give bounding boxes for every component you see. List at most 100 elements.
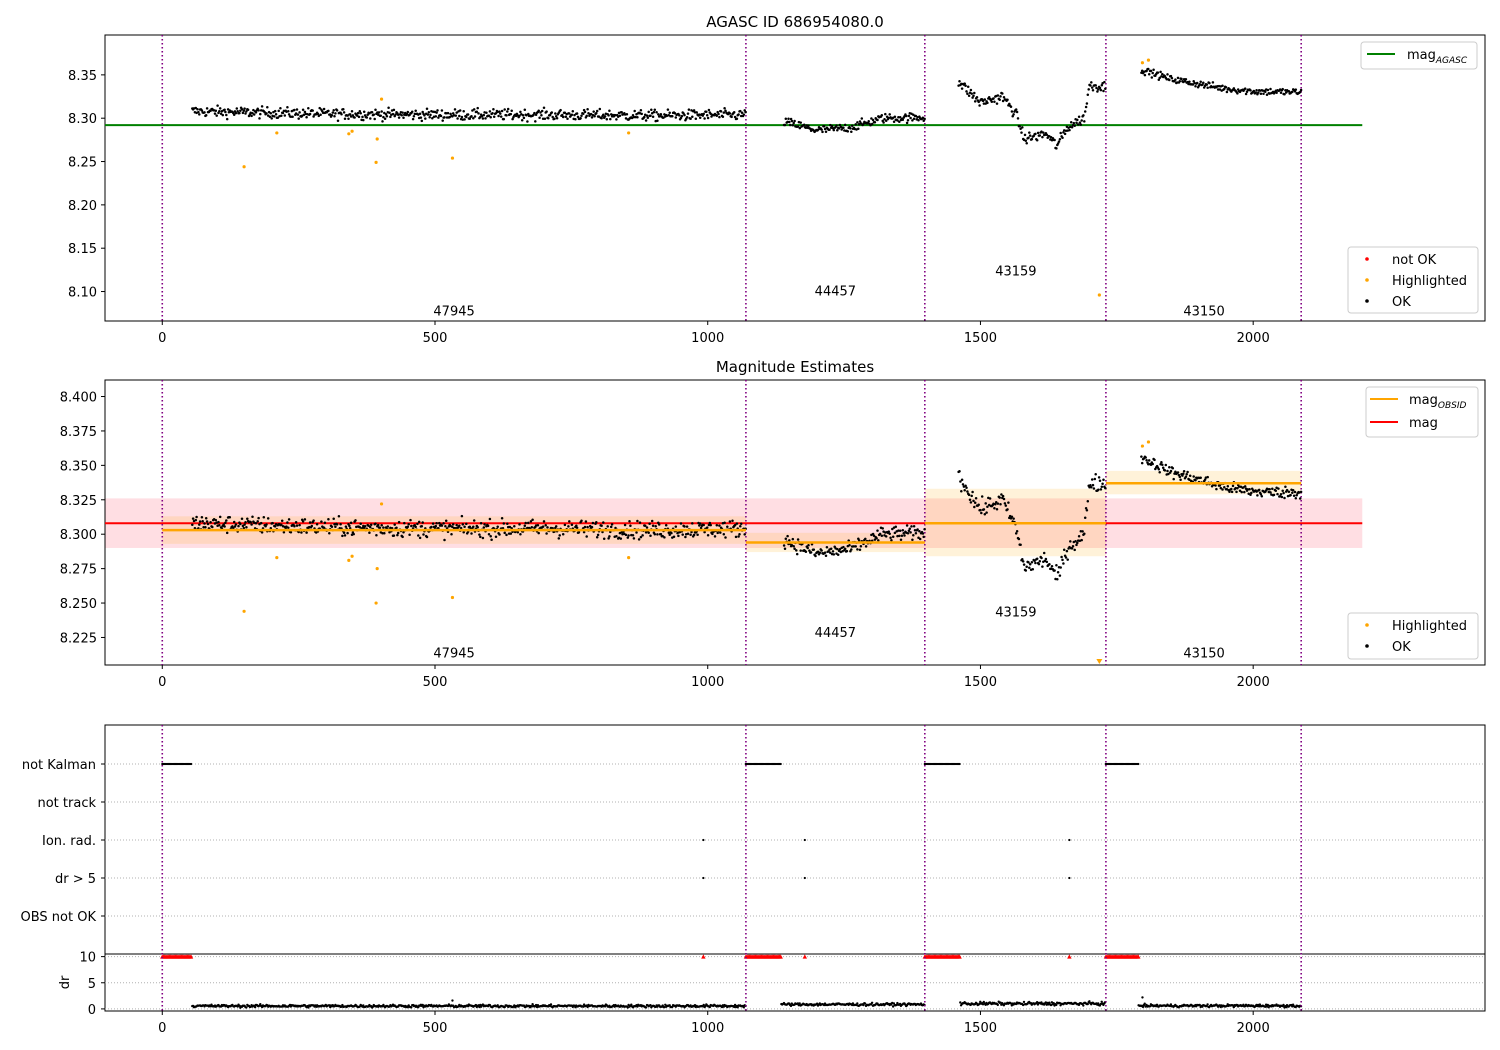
agasc-ok-point [583, 110, 587, 114]
mag-ok-point [259, 521, 263, 525]
agasc-ok-point [462, 110, 465, 113]
agasc-xtick-label: 1000 [691, 331, 724, 346]
agasc-ok-point [494, 112, 498, 115]
agasc-ok-point [357, 115, 361, 119]
mag-ok-point [396, 531, 400, 535]
agasc-ok-point [475, 110, 479, 114]
agasc-ok-point [995, 102, 999, 105]
agasc-ok-point [1188, 80, 1191, 84]
mag-ok-point [1044, 557, 1048, 561]
mag-ok-point [1203, 478, 1207, 481]
mag-ok-point [970, 494, 973, 498]
agasc-ok-point [359, 112, 362, 115]
mag-ok-point [265, 523, 268, 526]
agasc-ok-point [963, 82, 966, 85]
mag-highlighted-point [1140, 444, 1145, 448]
mag-ok-point [414, 525, 417, 529]
agasc-ok-point [850, 130, 853, 133]
agasc-ok-point [463, 118, 466, 121]
mag-ok-point [1140, 455, 1143, 458]
agasc-ok-point [1001, 92, 1004, 95]
mag-ok-point [234, 523, 238, 526]
agasc-ok-point [923, 117, 926, 121]
agasc-ok-point [373, 117, 376, 121]
agasc-ok-point [1006, 98, 1009, 101]
agasc-ok-point [1208, 81, 1211, 85]
agasc-ok-point [525, 114, 528, 117]
agasc-ok-point [491, 112, 494, 115]
mag-ok-point [327, 517, 330, 521]
mag-ok-point [425, 535, 429, 539]
mag-ok-point [342, 531, 346, 535]
mag-ok-point [431, 522, 435, 525]
agasc-ok-point [998, 98, 1001, 102]
mag-ok-point [434, 524, 438, 528]
mag-ok-point [312, 519, 315, 522]
mag-ok-point [586, 525, 589, 529]
mag-ok-point [631, 534, 635, 537]
mag-ok-point [396, 533, 399, 537]
mag-ok-point [980, 495, 984, 498]
dr-ytick-label: 10 [79, 951, 96, 966]
mag-ok-point [681, 533, 684, 536]
mag-ok-point [500, 516, 504, 520]
mag-ok-point [708, 521, 712, 525]
mag-ok-point [988, 497, 992, 500]
mag-ok-point [1172, 477, 1175, 481]
mag-ok-point [836, 547, 839, 551]
mag-ok-point [294, 521, 298, 524]
mag-ok-point [280, 519, 284, 522]
mag-ok-point [893, 531, 897, 535]
agasc-ok-point [792, 121, 795, 125]
mag-ok-point [1021, 560, 1025, 563]
agasc-ok-point [657, 113, 660, 116]
mag-ok-point [381, 531, 384, 535]
mag-ok-point [585, 535, 588, 538]
mag-ok-point [1080, 538, 1083, 542]
mag-ok-point [972, 499, 975, 503]
agasc-ok-point [384, 112, 388, 116]
agasc-ok-point [465, 115, 468, 119]
agasc-ok-point [856, 121, 859, 124]
agasc-ok-point [686, 112, 690, 115]
dr-point [1282, 1003, 1285, 1007]
mag-ok-point [393, 523, 396, 526]
mag-ok-point [479, 535, 482, 539]
flag-point [190, 762, 193, 766]
agasc-ok-point [322, 107, 326, 111]
mag-ok-point [368, 531, 371, 535]
agasc-ok-point [1024, 139, 1028, 143]
mag-ok-point [890, 539, 893, 542]
mag-ok-point [880, 534, 884, 538]
mag-ok-point [661, 534, 664, 538]
agasc-ytick-label: 8.30 [68, 112, 97, 127]
legend-label-highlighted: Highlighted [1392, 274, 1467, 289]
mag-ok-point [222, 523, 225, 526]
dr-clipped-marker [778, 954, 783, 959]
mag-ok-point [1186, 470, 1189, 474]
mag-ok-point [487, 533, 491, 536]
dr-point [1086, 1002, 1089, 1006]
mag-ok-point [977, 503, 980, 507]
mag-ok-point [864, 537, 867, 541]
agasc-ok-point [571, 110, 575, 113]
agasc-ok-point [561, 113, 564, 117]
mag-ok-point [1004, 504, 1008, 507]
agasc-ok-point [573, 113, 576, 117]
agasc-ok-point [518, 114, 521, 118]
agasc-ok-point [443, 116, 446, 119]
dr-point [720, 1005, 724, 1009]
agasc-ok-point [1078, 121, 1082, 124]
dr-point [742, 1006, 745, 1009]
agasc-ok-point [236, 110, 239, 113]
agasc-ok-point [1180, 77, 1183, 81]
agasc-ok-point [241, 111, 245, 115]
mag-ok-point [337, 515, 341, 518]
agasc-ok-point [509, 112, 513, 116]
mag-ok-point [1184, 475, 1188, 478]
mag-ok-point [421, 521, 424, 524]
agasc-ok-point [614, 113, 617, 117]
mag-ok-point [690, 530, 693, 534]
legend-marker-not-ok [1365, 257, 1369, 261]
agasc-ok-point [982, 102, 986, 105]
